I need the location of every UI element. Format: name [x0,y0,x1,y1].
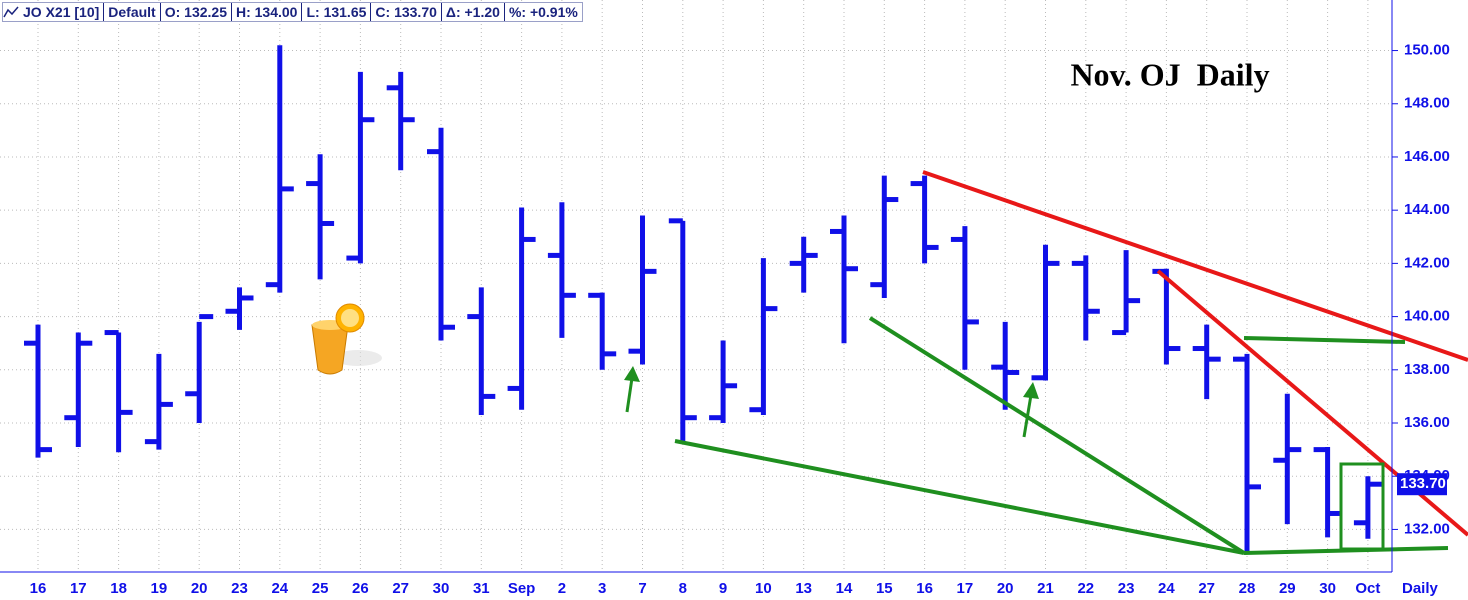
chart-icon [3,5,19,19]
x-tick-label: 14 [836,580,853,597]
x-tick-label: 10 [755,580,772,597]
y-tick-label: 148.00 [1404,95,1450,112]
x-tick-label: 2 [558,580,566,597]
x-tick-label: 24 [271,580,288,597]
y-tick-label: 140.00 [1404,308,1450,325]
x-tick-label: 23 [1118,580,1135,597]
x-tick-label: 27 [1198,580,1215,597]
chart-page: JO X21 [10]DefaultO: 132.25H: 134.00L: 1… [0,0,1468,600]
annotation: Nov. OJ Daily [1070,56,1269,92]
x-tick-label: 30 [1319,580,1336,597]
x-tick-label: 24 [1158,580,1175,597]
header-field: L: 131.65 [301,3,370,21]
y-tick-label: 150.00 [1404,42,1450,59]
x-tick-label: 17 [957,580,974,597]
period-label: Daily [1402,580,1439,597]
header-field: JO X21 [10] [19,3,103,21]
x-tick-label: 28 [1239,580,1256,597]
x-tick-label: 3 [598,580,606,597]
x-tick-label: 9 [719,580,727,597]
y-tick-label: 132.00 [1404,520,1450,537]
x-tick-label: 15 [876,580,893,597]
header-field: %: +0.91% [504,3,582,21]
x-tick-label: Oct [1355,580,1380,597]
header-field: C: 133.70 [370,3,440,21]
x-tick-label: 17 [70,580,87,597]
x-tick-label: 16 [30,580,47,597]
x-tick-label: 19 [151,580,168,597]
header-field: H: 134.00 [231,3,301,21]
y-tick-label: 138.00 [1404,361,1450,378]
x-tick-label: 30 [433,580,450,597]
header-field: O: 132.25 [160,3,231,21]
x-tick-label: 22 [1077,580,1094,597]
x-tick-label: 18 [110,580,127,597]
x-tick-label: 25 [312,580,329,597]
x-tick-label: 29 [1279,580,1296,597]
header-field: Δ: +1.20 [441,3,504,21]
x-tick-label: 31 [473,580,490,597]
x-tick-label: Sep [508,580,536,597]
y-tick-label: 144.00 [1404,201,1450,218]
x-tick-label: 23 [231,580,248,597]
x-tick-label: 27 [392,580,409,597]
x-tick-label: 16 [916,580,933,597]
x-tick-label: 13 [795,580,812,597]
last-price-label: 133.70 [1400,475,1446,492]
y-tick-label: 146.00 [1404,148,1450,165]
x-tick-label: 20 [997,580,1014,597]
chart: Nov. OJ Daily Daily 132.00134.00136.0013… [0,0,1468,600]
y-tick-label: 136.00 [1404,414,1450,431]
x-tick-label: 21 [1037,580,1054,597]
header-field: Default [103,3,159,21]
x-tick-label: 7 [638,580,646,597]
x-tick-label: 26 [352,580,369,597]
y-tick-label: 142.00 [1404,254,1450,271]
x-tick-label: 8 [679,580,687,597]
x-tick-label: 20 [191,580,208,597]
